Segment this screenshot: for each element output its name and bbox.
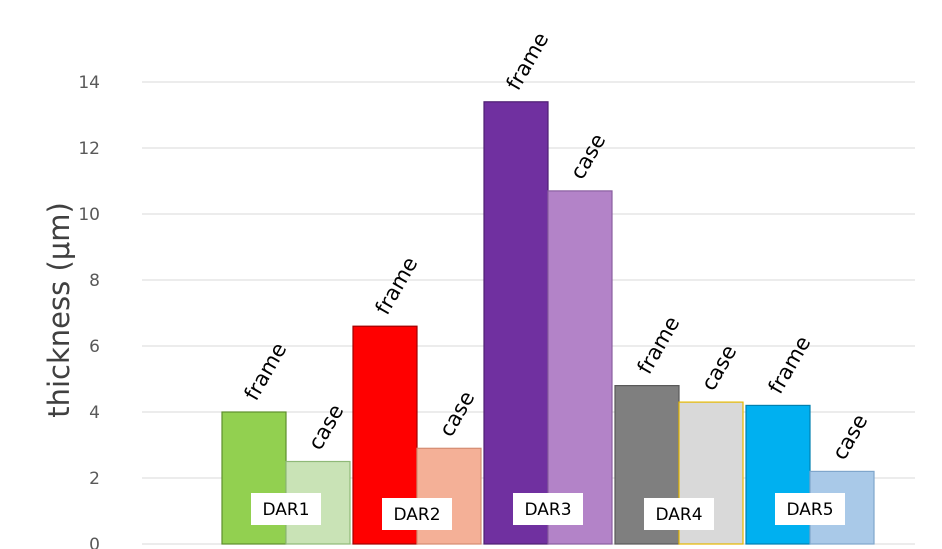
bar-label-dar3-case: case: [566, 130, 611, 184]
group-labels: DAR1 DAR2 DAR3 DAR4 DAR5: [251, 493, 845, 530]
bar-dar3-case: [547, 190, 613, 545]
bars: [221, 101, 875, 545]
y-tick-2: 2: [89, 469, 100, 489]
group-label-box: [775, 493, 845, 525]
bar-label-dar1-case: case: [304, 400, 349, 454]
group-label-box: [644, 498, 714, 530]
bar-label-dar2-frame: frame: [371, 253, 423, 319]
bar-label-dar4-frame: frame: [633, 312, 685, 378]
group-label-dar5: DAR5: [775, 493, 845, 525]
group-label-dar3: DAR3: [513, 493, 583, 525]
y-tick-12: 12: [78, 139, 100, 159]
y-tick-8: 8: [89, 271, 100, 291]
y-tick-6: 6: [89, 337, 100, 357]
group-label-box: [513, 493, 583, 525]
bar-label-dar5-frame: frame: [764, 332, 816, 398]
bar-label-dar5-case: case: [828, 410, 873, 464]
group-label-box: [382, 498, 452, 530]
bar-label-dar3-frame: frame: [502, 28, 554, 94]
bar-label-dar1-frame: frame: [240, 339, 292, 405]
y-axis-label: thickness (μm): [42, 202, 76, 418]
y-tick-0: 0: [89, 535, 100, 549]
group-label-text: DAR2: [393, 505, 440, 525]
group-label-text: DAR4: [655, 505, 702, 525]
group-label-text: DAR5: [786, 500, 833, 520]
bar-dar3-frame: [483, 101, 549, 545]
bar-label-dar2-case: case: [435, 387, 480, 441]
group-label-dar2: DAR2: [382, 498, 452, 530]
group-label-box: [251, 493, 321, 525]
y-tick-10: 10: [78, 205, 100, 225]
y-tick-4: 4: [89, 403, 100, 423]
y-axis-ticks: 0 2 4 6 8 10 12 14: [78, 73, 100, 549]
y-tick-14: 14: [78, 73, 100, 93]
group-label-dar1: DAR1: [251, 493, 321, 525]
bar-label-dar4-case: case: [697, 341, 742, 395]
group-label-dar4: DAR4: [644, 498, 714, 530]
group-label-text: DAR3: [524, 500, 571, 520]
group-label-text: DAR1: [262, 500, 309, 520]
